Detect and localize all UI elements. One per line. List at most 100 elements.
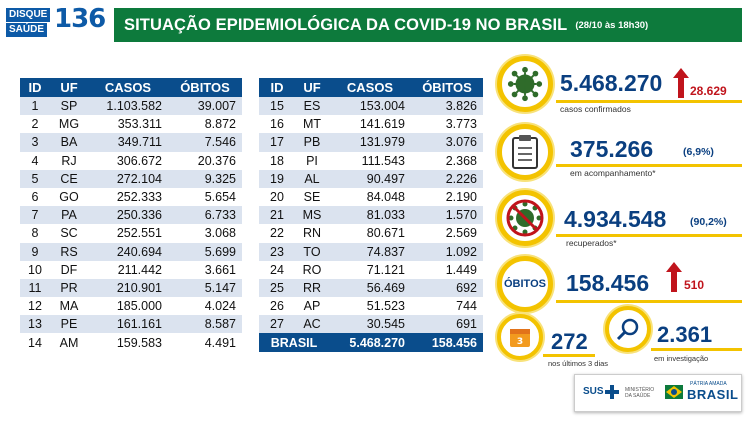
total-cases: 5.468.270 <box>329 333 411 352</box>
table-row: 21 MS 81.033 1.570 <box>259 206 483 225</box>
table-row: 13 PE 161.161 8.587 <box>20 315 242 334</box>
row-deaths: 692 <box>411 278 483 298</box>
row-uf: RS <box>50 242 88 261</box>
row-uf: AL <box>295 169 329 188</box>
row-cases: 272.104 <box>88 169 168 188</box>
row-uf: AP <box>295 297 329 316</box>
disque-saude-logo: DISQUE SAÚDE 136 <box>6 4 106 38</box>
row-deaths: 1.570 <box>411 206 483 225</box>
row-uf: MA <box>50 297 88 316</box>
row-id: 10 <box>20 260 50 279</box>
row-deaths: 1.092 <box>411 242 483 261</box>
monitoring-caption: em acompanhamento* <box>570 168 656 178</box>
row-id: 27 <box>259 315 295 334</box>
table-row: 7 PA 250.336 6.733 <box>20 206 242 225</box>
col-cases: CASOS <box>329 78 411 97</box>
magnifier-icon-circle <box>605 306 651 352</box>
row-uf: GO <box>50 187 88 207</box>
table-row: 3 BA 349.711 7.546 <box>20 133 242 152</box>
calendar-icon-digit: 3 <box>517 337 523 347</box>
brasil-logo: BRASIL <box>687 387 739 402</box>
row-id: 2 <box>20 115 50 134</box>
footer-logos: SUS MINISTÉRIO DA SAÚDE PÁTRIA AMADA BRA… <box>574 374 742 412</box>
row-cases: 161.161 <box>88 315 168 334</box>
row-id: 11 <box>20 278 50 298</box>
row-cases: 71.121 <box>329 260 411 279</box>
investigation-underline <box>651 348 742 351</box>
table-row: 18 PI 111.543 2.368 <box>259 151 483 170</box>
sus-logo: SUS <box>583 386 604 397</box>
row-uf: PR <box>50 278 88 298</box>
row-deaths: 744 <box>411 297 483 316</box>
monitoring-value: 375.266 <box>570 136 654 162</box>
row-uf: PE <box>50 315 88 334</box>
table-row: 27 AC 30.545 691 <box>259 315 483 334</box>
row-deaths: 2.226 <box>411 169 483 188</box>
row-deaths: 5.654 <box>168 187 242 207</box>
row-cases: 51.523 <box>329 297 411 316</box>
row-deaths: 4.024 <box>168 297 242 316</box>
row-id: 9 <box>20 242 50 261</box>
table-row: 5 CE 272.104 9.325 <box>20 169 242 188</box>
row-id: 12 <box>20 297 50 316</box>
row-uf: TO <box>295 242 329 261</box>
row-cases: 84.048 <box>329 187 411 207</box>
col-deaths: ÓBITOS <box>411 78 483 97</box>
row-deaths: 3.773 <box>411 115 483 134</box>
row-cases: 349.711 <box>88 133 168 152</box>
row-deaths: 8.872 <box>168 115 242 134</box>
deaths-up-arrow-icon <box>666 262 682 292</box>
total-row: BRASIL 5.468.270 158.456 <box>259 333 483 352</box>
table-row: 4 RJ 306.672 20.376 <box>20 151 242 170</box>
total-label: BRASIL <box>259 333 329 352</box>
row-deaths: 2.368 <box>411 151 483 170</box>
confirmed-value: 5.468.270 <box>560 70 663 96</box>
row-uf: SE <box>295 187 329 207</box>
confirmed-increase: 28.629 <box>690 84 727 98</box>
deaths-increase: 510 <box>684 278 705 292</box>
table-row: 14 AM 159.583 4.491 <box>20 333 242 352</box>
calendar-icon: 3 <box>510 329 530 347</box>
title-bar: SITUAÇÃO EPIDEMIOLÓGICA DA COVID-19 NO B… <box>114 8 742 42</box>
row-uf: ES <box>295 97 329 116</box>
row-uf: CE <box>50 169 88 188</box>
row-cases: 141.619 <box>329 115 411 134</box>
table-row: 26 AP 51.523 744 <box>259 297 483 316</box>
row-cases: 111.543 <box>329 151 411 170</box>
table-row: 10 DF 211.442 3.661 <box>20 260 242 279</box>
row-uf: MT <box>295 115 329 134</box>
update-date: (28/10 às 18h30) <box>575 19 649 31</box>
row-cases: 252.551 <box>88 224 168 243</box>
row-id: 23 <box>259 242 295 261</box>
row-id: 5 <box>20 169 50 188</box>
row-id: 15 <box>259 97 295 116</box>
row-cases: 240.694 <box>88 242 168 261</box>
states-table-right: ID UF CASOS ÓBITOS 15 ES 153.004 3.826 16 MT 1… <box>259 78 483 352</box>
table-row: 23 TO 74.837 1.092 <box>259 242 483 261</box>
row-cases: 185.000 <box>88 297 168 316</box>
monitoring-underline <box>556 164 742 167</box>
row-id: 3 <box>20 133 50 152</box>
monitoring-pct: (6,9%) <box>683 146 714 158</box>
row-id: 4 <box>20 151 50 170</box>
row-uf: BA <box>50 133 88 152</box>
row-cases: 250.336 <box>88 206 168 225</box>
table-row: 1 SP 1.103.582 39.007 <box>20 97 242 116</box>
deaths-label-circle: ÓBITOS <box>497 256 553 312</box>
row-cases: 159.583 <box>88 333 168 352</box>
row-id: 8 <box>20 224 50 243</box>
page-title: SITUAÇÃO EPIDEMIOLÓGICA DA COVID-19 NO B… <box>124 15 568 34</box>
row-id: 7 <box>20 206 50 225</box>
recovered-value: 4.934.548 <box>564 206 667 232</box>
row-cases: 153.004 <box>329 97 411 116</box>
recovered-caption: recuperados* <box>566 238 617 248</box>
row-deaths: 39.007 <box>168 97 242 116</box>
row-uf: MS <box>295 206 329 225</box>
table-row: 8 SC 252.551 3.068 <box>20 224 242 243</box>
row-cases: 306.672 <box>88 151 168 170</box>
row-cases: 131.979 <box>329 133 411 152</box>
virus-icon <box>507 66 543 102</box>
clipboard-icon <box>512 135 538 169</box>
row-id: 16 <box>259 115 295 134</box>
table-row: 12 MA 185.000 4.024 <box>20 297 242 316</box>
